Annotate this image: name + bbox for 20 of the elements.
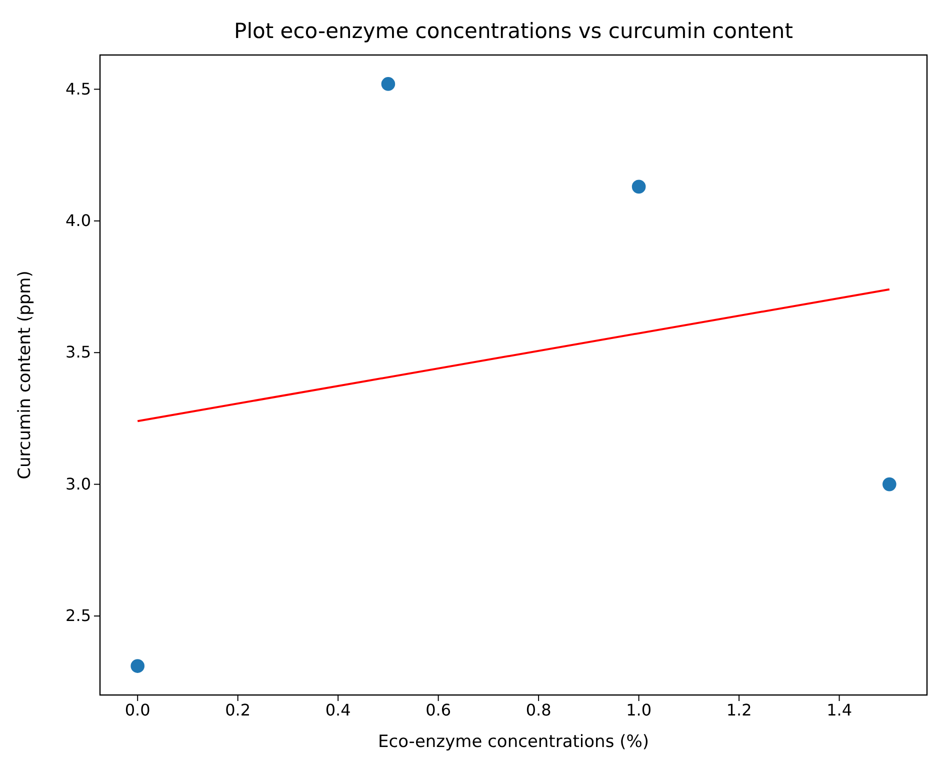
x-tick-label: 1.4 bbox=[826, 700, 852, 720]
point bbox=[882, 477, 896, 492]
y-tick-label: 3.0 bbox=[66, 474, 91, 494]
x-tick-label: 0.0 bbox=[124, 700, 150, 720]
x-tick-label: 1.2 bbox=[726, 700, 752, 720]
point bbox=[632, 180, 646, 194]
y-tick-label: 3.5 bbox=[66, 342, 91, 362]
x-tick-label: 0.4 bbox=[325, 700, 351, 720]
y-tick-label: 2.5 bbox=[66, 606, 91, 626]
x-tick-label: 0.2 bbox=[225, 700, 251, 720]
x-axis-title: Eco-enzyme concentrations (%) bbox=[378, 732, 649, 752]
y-tick-label: 4.0 bbox=[66, 211, 91, 230]
chart-title: Plot eco-enzyme concentrations vs curcumin content bbox=[234, 19, 793, 43]
x-tick-label: 0.8 bbox=[526, 700, 552, 720]
y-tick-label: 4.5 bbox=[66, 79, 91, 98]
point bbox=[381, 77, 396, 91]
x-tick-label: 0.6 bbox=[426, 700, 452, 720]
point bbox=[130, 659, 144, 673]
x-tick-label: 1.0 bbox=[626, 700, 652, 720]
y-axis-title: Curcumin content (ppm) bbox=[15, 270, 35, 480]
